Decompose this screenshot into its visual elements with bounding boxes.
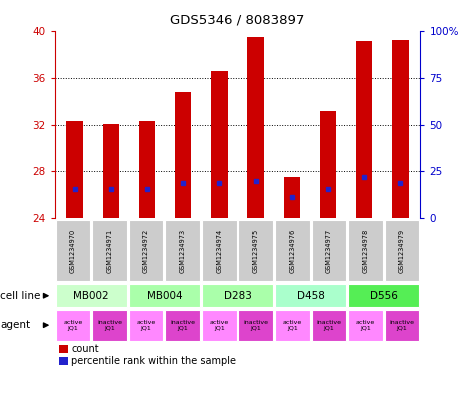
Text: agent: agent: [0, 320, 30, 330]
Text: D458: D458: [297, 291, 324, 301]
Bar: [284, 177, 300, 218]
Text: GSM1234974: GSM1234974: [216, 228, 222, 273]
Text: GSM1234976: GSM1234976: [289, 228, 295, 273]
Text: MB004: MB004: [146, 291, 182, 301]
Text: MB002: MB002: [73, 291, 109, 301]
Text: inactive
JQ1: inactive JQ1: [316, 320, 342, 331]
Text: inactive
JQ1: inactive JQ1: [390, 320, 415, 331]
Text: count: count: [71, 344, 99, 354]
Bar: [175, 92, 191, 218]
Text: GSM1234972: GSM1234972: [143, 228, 149, 273]
Text: cell line: cell line: [0, 291, 41, 301]
Bar: [103, 124, 119, 218]
Text: GSM1234977: GSM1234977: [326, 228, 332, 273]
Text: active
JQ1: active JQ1: [209, 320, 229, 331]
Bar: [59, 357, 68, 365]
Text: GSM1234973: GSM1234973: [180, 228, 186, 273]
Bar: [320, 111, 336, 218]
Text: active
JQ1: active JQ1: [283, 320, 302, 331]
Bar: [356, 41, 372, 218]
Text: active
JQ1: active JQ1: [356, 320, 375, 331]
Text: GSM1234970: GSM1234970: [70, 228, 76, 273]
Text: GSM1234975: GSM1234975: [253, 228, 259, 273]
Bar: [139, 121, 155, 218]
Text: active
JQ1: active JQ1: [63, 320, 83, 331]
Text: GDS5346 / 8083897: GDS5346 / 8083897: [171, 14, 304, 27]
Text: GSM1234978: GSM1234978: [362, 228, 369, 273]
Bar: [211, 71, 228, 218]
Bar: [247, 37, 264, 218]
Text: inactive
JQ1: inactive JQ1: [170, 320, 195, 331]
Text: GSM1234979: GSM1234979: [399, 228, 405, 273]
Text: inactive
JQ1: inactive JQ1: [97, 320, 122, 331]
Text: GSM1234971: GSM1234971: [106, 228, 113, 273]
Bar: [59, 345, 68, 353]
Text: D283: D283: [224, 291, 251, 301]
Bar: [392, 40, 408, 218]
Text: active
JQ1: active JQ1: [136, 320, 156, 331]
Text: inactive
JQ1: inactive JQ1: [243, 320, 268, 331]
Bar: [66, 121, 83, 218]
Text: percentile rank within the sample: percentile rank within the sample: [71, 356, 236, 366]
Text: D556: D556: [370, 291, 398, 301]
